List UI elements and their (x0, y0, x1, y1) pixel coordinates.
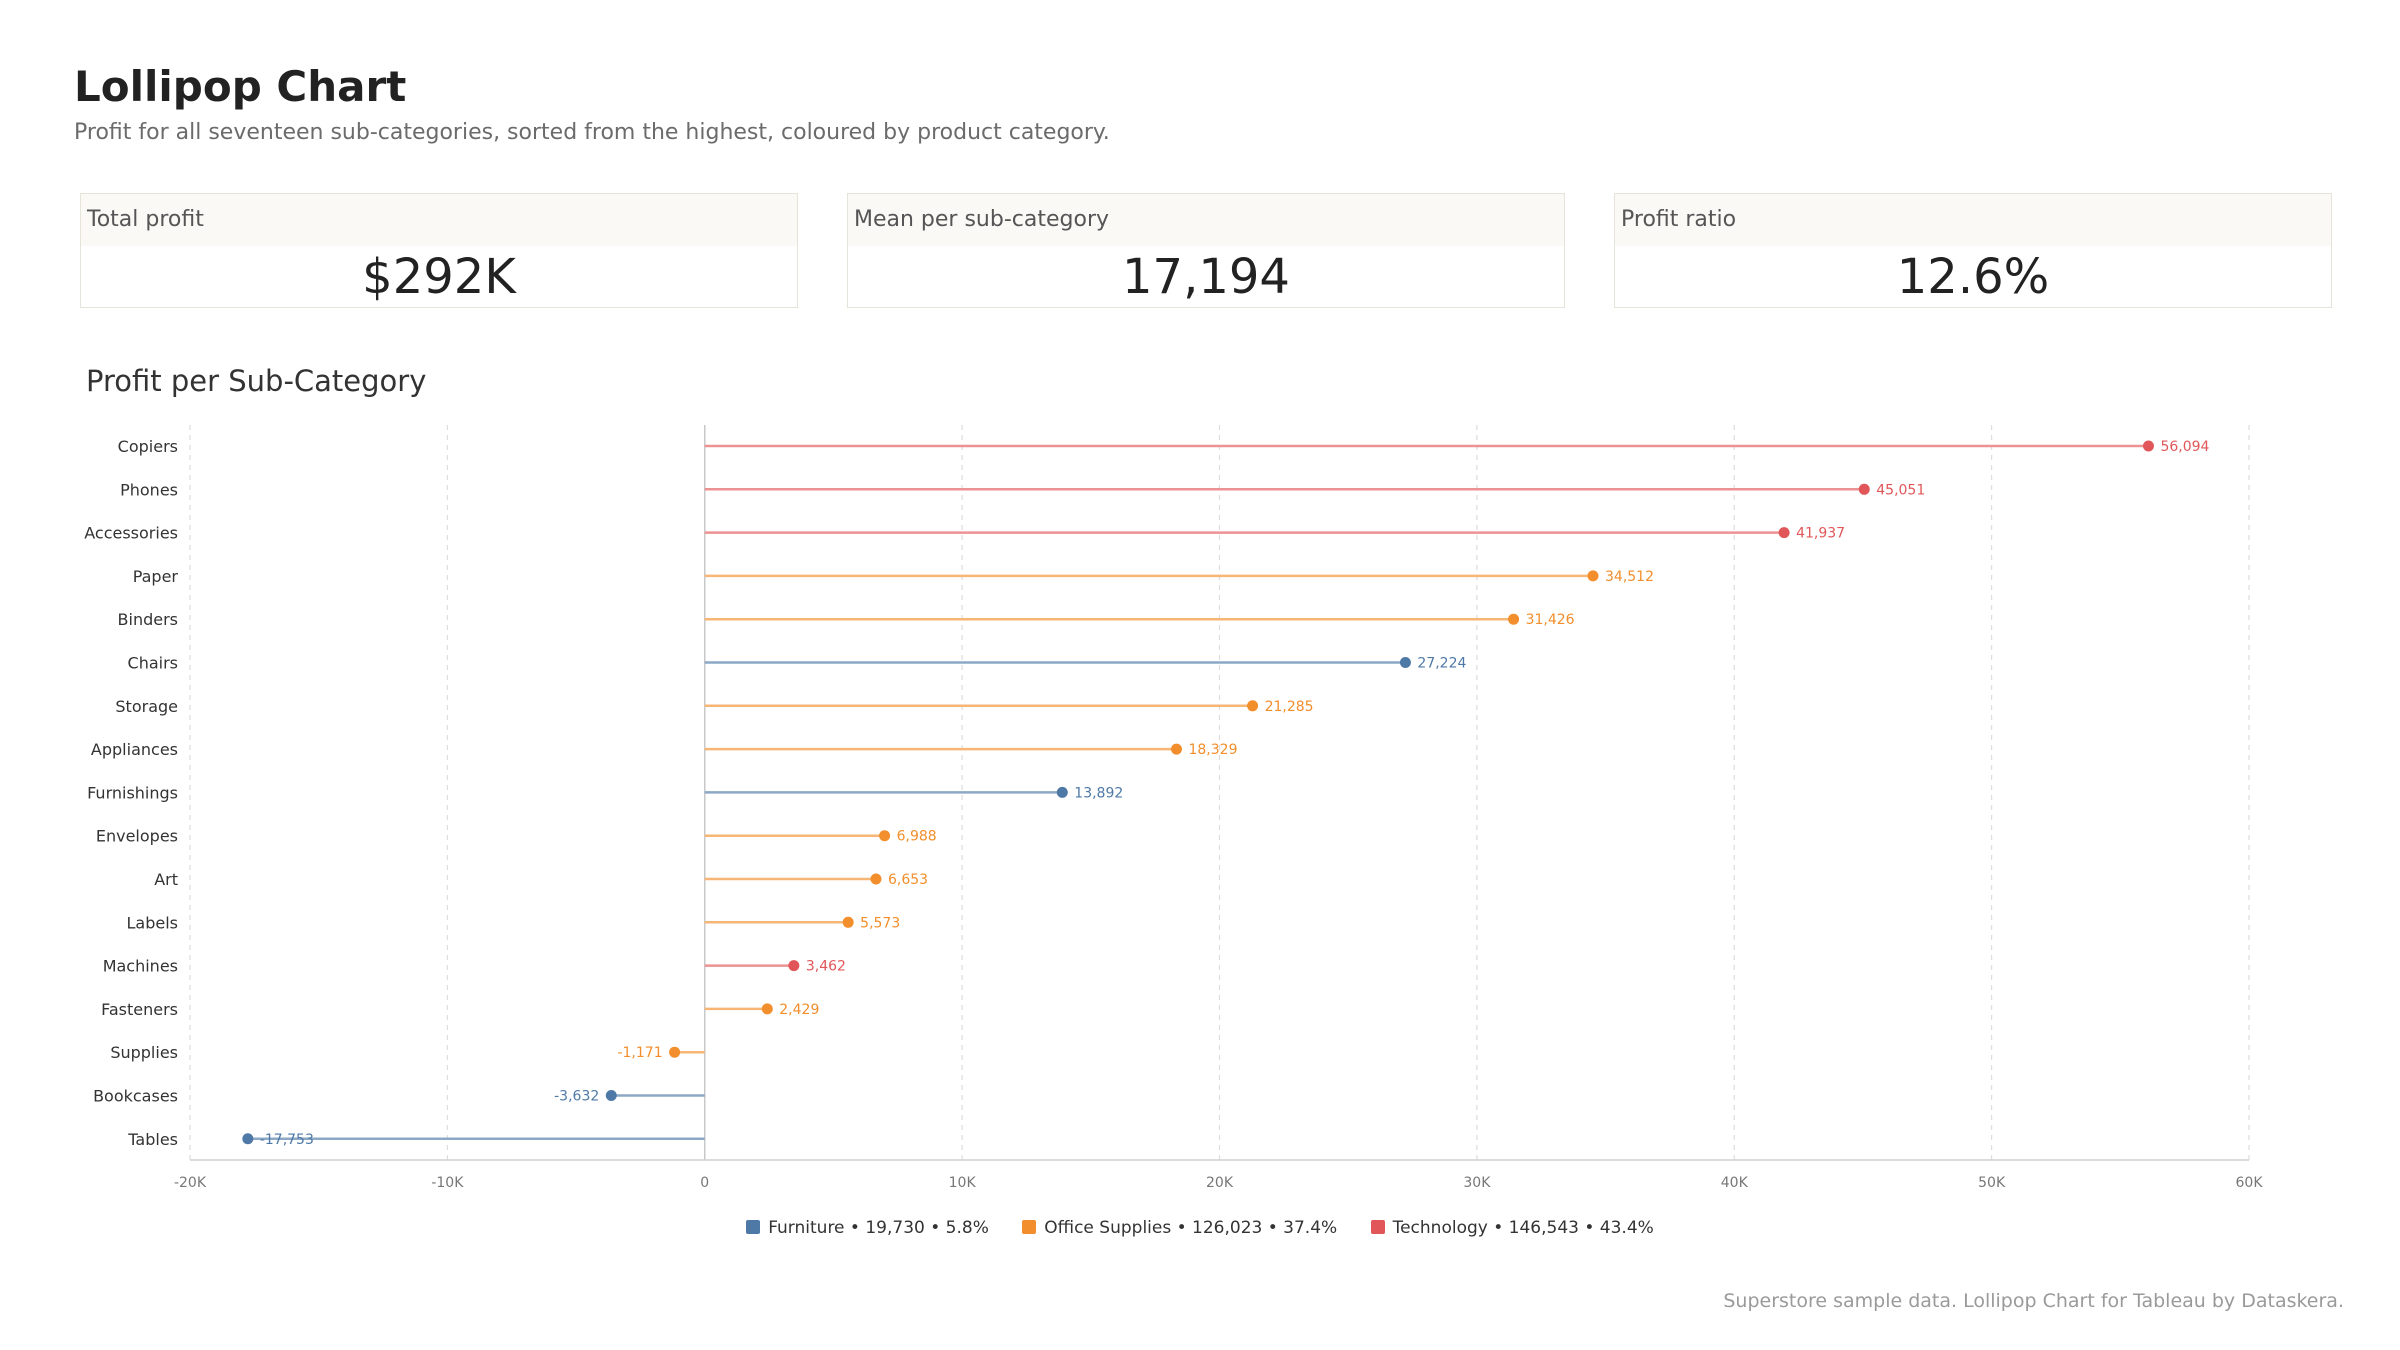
kpi-label: Total profit (81, 194, 797, 246)
data-label: 21,285 (1265, 699, 1314, 715)
lollipop-dot (669, 1046, 681, 1058)
category-label: Copiers (118, 437, 178, 456)
category-label: Phones (120, 480, 178, 499)
data-label: 31,426 (1526, 612, 1575, 628)
legend-label: Technology • 146,543 • 43.4% (1392, 1218, 1654, 1238)
kpi-value: 12.6% (1896, 249, 2050, 305)
lollipop-dot (605, 1090, 617, 1101)
lollipop-dot (1778, 527, 1790, 539)
legend-label: Furniture • 19,730 • 5.8% (768, 1218, 989, 1238)
category-label: Supplies (110, 1043, 178, 1062)
legend-swatch-furniture (746, 1220, 761, 1234)
x-tick-label: 20K (1206, 1175, 1234, 1191)
data-label: 41,937 (1796, 526, 1845, 542)
category-label: Bookcases (93, 1087, 178, 1106)
x-tick-label: 50K (1978, 1175, 2006, 1191)
x-tick-label: 0 (700, 1175, 709, 1191)
lollipop-dot (761, 1003, 773, 1015)
category-label: Appliances (91, 740, 178, 759)
data-label: 27,224 (1417, 656, 1466, 672)
category-label: Machines (103, 957, 178, 976)
x-tick-label: 40K (1721, 1175, 1749, 1191)
category-label: Chairs (128, 654, 178, 673)
kpi-label: Mean per sub-category (848, 194, 1564, 246)
lollipop-dot (242, 1133, 254, 1145)
legend-item-technology[interactable]: Technology • 146,543 • 43.4% (1370, 1218, 1654, 1238)
data-label: -1,171 (617, 1045, 662, 1061)
page-title: Lollipop Chart (74, 62, 407, 111)
x-tick-label: -20K (174, 1175, 207, 1191)
x-tick-label: 60K (2236, 1175, 2264, 1191)
lollipop-dot (1056, 786, 1068, 798)
category-label: Binders (118, 610, 178, 629)
lollipop-dot (879, 830, 891, 842)
lollipop-dot (842, 916, 854, 928)
footer-note: Superstore sample data. Lollipop Chart f… (1723, 1290, 2344, 1312)
data-label: 6,653 (888, 872, 928, 888)
data-label: 6,988 (897, 829, 937, 845)
data-label: 45,051 (1876, 482, 1925, 498)
data-label: 56,094 (2160, 439, 2209, 455)
category-label: Fasteners (101, 1000, 178, 1019)
kpi-label: Profit ratio (1615, 194, 2331, 246)
kpi-card-mean-per-sub-category: Mean per sub-category 17,194 (847, 193, 1565, 308)
x-tick-label: 30K (1463, 1175, 1491, 1191)
data-label: -17,753 (260, 1132, 314, 1148)
data-label: 5,573 (860, 915, 900, 931)
lollipop-dot (1170, 743, 1182, 755)
x-tick-label: -10K (431, 1175, 464, 1191)
category-label: Accessories (84, 524, 178, 543)
data-label: 3,462 (806, 959, 846, 975)
kpi-value: 17,194 (1122, 249, 1290, 305)
category-label: Tables (127, 1130, 178, 1149)
category-label: Labels (127, 913, 179, 932)
legend-item-office-supplies[interactable]: Office Supplies • 126,023 • 37.4% (1022, 1218, 1337, 1238)
lollipop-dot (870, 873, 882, 885)
category-label: Envelopes (96, 827, 178, 846)
lollipop-dot (1587, 570, 1599, 582)
kpi-value: $292K (362, 249, 516, 305)
chart-title: Profit per Sub-Category (86, 364, 427, 398)
kpi-card-total-profit: Total profit $292K (80, 193, 798, 308)
chart-legend: Furniture • 19,730 • 5.8% Office Supplie… (0, 1218, 2400, 1238)
lollipop-dot (2142, 440, 2154, 452)
kpi-card-profit-ratio: Profit ratio 12.6% (1614, 193, 2332, 308)
category-label: Storage (115, 697, 178, 716)
category-label: Furnishings (87, 783, 178, 802)
lollipop-dot (1508, 613, 1520, 625)
legend-swatch-technology (1370, 1220, 1385, 1234)
data-label: 34,512 (1605, 569, 1654, 585)
lollipop-dot (1247, 700, 1259, 712)
data-label: -3,632 (554, 1089, 599, 1105)
lollipop-dot (1858, 483, 1870, 495)
category-label: Paper (133, 567, 179, 586)
data-label: 13,892 (1074, 785, 1123, 801)
legend-label: Office Supplies • 126,023 • 37.4% (1044, 1218, 1338, 1238)
data-label: 2,429 (779, 1002, 819, 1018)
legend-item-furniture[interactable]: Furniture • 19,730 • 5.8% (746, 1218, 989, 1238)
lollipop-dot (1399, 657, 1411, 668)
data-label: 18,329 (1188, 742, 1237, 758)
category-label: Art (154, 870, 178, 889)
lollipop-dot (788, 960, 800, 972)
x-tick-label: 10K (949, 1175, 977, 1191)
page-subtitle: Profit for all seventeen sub-categories,… (74, 120, 1110, 145)
legend-swatch-office-supplies (1022, 1220, 1037, 1234)
